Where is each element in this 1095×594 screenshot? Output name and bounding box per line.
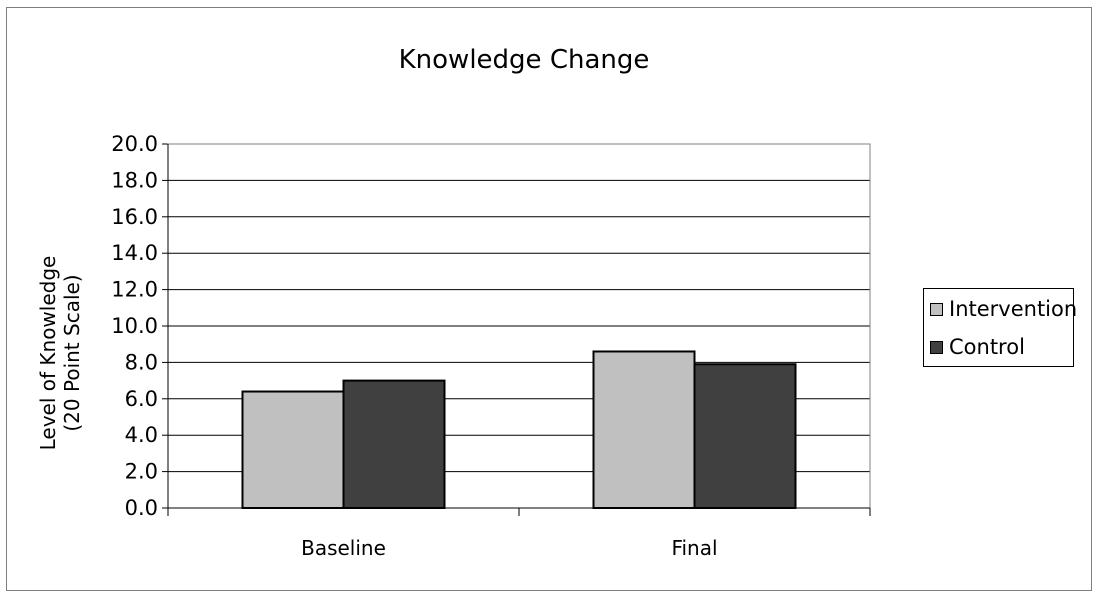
y-axis-label-line-2: (20 Point Scale) (60, 274, 84, 432)
bars (241, 350, 797, 510)
legend-label-intervention: Intervention (949, 297, 1078, 321)
y-axis-label-line-1: Level of Knowledge (36, 255, 60, 451)
y-tick-label: 0.0 (125, 496, 158, 520)
y-tick-label: 18.0 (111, 168, 158, 192)
y-tick-label: 10.0 (111, 314, 158, 338)
x-tick-label: Final (671, 536, 717, 560)
legend-item-control: Control (930, 335, 1025, 359)
y-tick-label: 6.0 (125, 387, 158, 411)
chart-frame (6, 7, 1092, 591)
bar-control-final (693, 363, 797, 509)
bar-intervention-final (592, 350, 696, 510)
bar-control-baseline (342, 379, 446, 510)
legend-swatch-control (930, 340, 943, 354)
tick-labels: 0.0 2.0 4.0 6.0 8.0 10.0 12.0 14.0 16.0 18.0 20.0 B… (111, 132, 717, 560)
legend-label-control: Control (949, 335, 1025, 359)
y-tick-label: 16.0 (111, 205, 158, 229)
bar-intervention-baseline (241, 390, 345, 509)
y-tick-label: 8.0 (125, 350, 158, 374)
y-axis-label: Level of Knowledge (20 Point Scale) (36, 193, 84, 513)
y-tick-label: 20.0 (111, 132, 158, 156)
legend-swatch-intervention (930, 302, 943, 316)
legend: Intervention Control (923, 288, 1077, 367)
y-tick-label: 2.0 (125, 460, 158, 484)
y-tick-label: 12.0 (111, 278, 158, 302)
axes (162, 143, 871, 516)
y-tick-label: 4.0 (125, 423, 158, 447)
legend-item-intervention: Intervention (930, 297, 1077, 321)
x-tick-label: Baseline (301, 536, 386, 560)
chart-title: Knowledge Change (398, 45, 650, 75)
y-tick-label: 14.0 (111, 241, 158, 265)
